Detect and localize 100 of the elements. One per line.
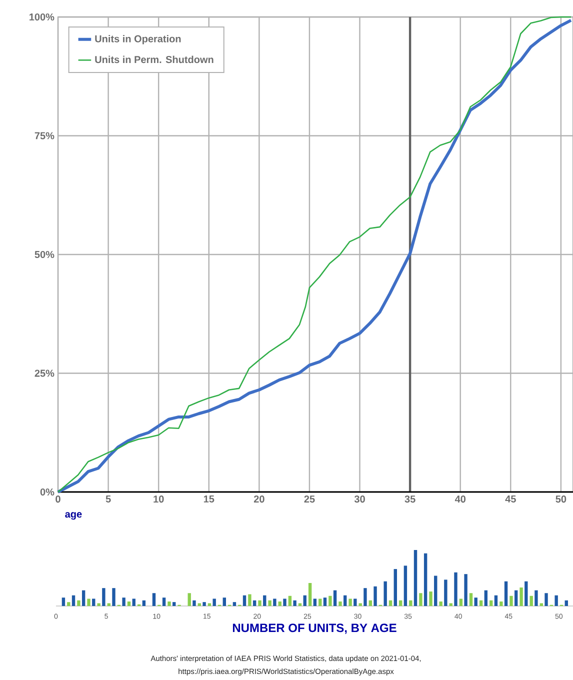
y-tick-label: 75%: [34, 132, 54, 140]
legend-label: Units in Perm. Shutdown: [95, 56, 214, 64]
bar: [188, 593, 191, 606]
bar: [464, 574, 468, 606]
bar: [308, 583, 312, 606]
bar: [540, 603, 544, 606]
bar: [168, 602, 171, 606]
bar: [318, 598, 322, 606]
bar: [288, 596, 292, 606]
bar: [388, 600, 392, 606]
bar: [323, 598, 327, 606]
bar: [474, 598, 478, 606]
bar: [222, 598, 226, 606]
bar: [87, 598, 90, 606]
bar: [404, 566, 408, 606]
bar: [112, 588, 116, 606]
x-tick-label: 50: [556, 496, 566, 503]
x-tick-label: 10: [154, 496, 164, 503]
x-tick-label: 30: [354, 496, 365, 503]
x-tick-label: 5: [106, 496, 111, 503]
bar: [424, 553, 428, 606]
bar: [192, 600, 196, 606]
legend-label: Units in Operation: [95, 34, 181, 44]
bar: [343, 595, 347, 606]
x-axis-title: NUMBER OF UNITS, BY AGE: [232, 624, 396, 634]
bar: [77, 600, 80, 606]
bar: [208, 603, 212, 606]
bar: [564, 600, 568, 606]
bar: [293, 600, 296, 606]
bar: [263, 595, 266, 606]
bar: [459, 598, 463, 606]
bar: [248, 594, 252, 606]
y-tick-label: 25%: [34, 370, 54, 377]
bar: [303, 595, 306, 606]
bar: [524, 581, 528, 606]
y-tick-label: 100%: [30, 13, 54, 21]
bar: [122, 598, 126, 606]
bar: [92, 598, 96, 606]
bar: [338, 602, 342, 606]
bar: [273, 598, 276, 606]
bar: [504, 581, 508, 606]
bar: [484, 590, 488, 606]
bar: [142, 600, 146, 606]
bar: [313, 598, 317, 606]
bar: [534, 590, 538, 606]
bar: [152, 593, 156, 606]
bar: [510, 596, 513, 606]
x-tick-label: 20: [254, 496, 264, 503]
bar: [429, 591, 432, 606]
bar: [107, 603, 110, 606]
bar: [212, 598, 216, 606]
x-tick-label: 25: [304, 496, 315, 503]
bar: [494, 595, 498, 606]
bar: [454, 572, 458, 606]
bar: [268, 600, 272, 606]
bar: [490, 600, 493, 606]
bar: [102, 588, 106, 606]
bar: [444, 580, 448, 606]
bar: [258, 600, 262, 606]
bar: [419, 593, 422, 606]
bar: [62, 598, 66, 606]
bar: [374, 586, 377, 606]
bar: [530, 596, 533, 606]
bar: [278, 602, 282, 606]
bar: [544, 593, 548, 606]
bar: [434, 576, 438, 606]
bar: [202, 602, 206, 606]
bar: [554, 595, 558, 606]
y-tick-label: 50%: [34, 250, 54, 258]
x-tick-label: 15: [204, 496, 214, 503]
bar: [364, 588, 367, 606]
bar: [414, 550, 418, 606]
bar: [198, 603, 202, 606]
bar: [82, 590, 86, 606]
bar: [398, 600, 402, 606]
bar: [479, 600, 483, 606]
bar: [298, 603, 302, 606]
bar: [348, 598, 352, 606]
bar: [232, 602, 236, 606]
bar: [172, 602, 176, 606]
bar: [500, 602, 503, 606]
bar: [514, 590, 518, 606]
bar: [283, 598, 286, 606]
bar: [127, 602, 131, 606]
bar: [469, 593, 473, 606]
y-tick-label: 0%: [40, 488, 54, 496]
bar: [252, 600, 256, 606]
bar: [368, 600, 372, 606]
bar: [354, 598, 357, 606]
bar: [132, 598, 136, 606]
bar: [72, 595, 76, 606]
x-tick-label: 40: [454, 496, 466, 503]
bar: [67, 602, 70, 606]
x-axis-title: age: [65, 512, 82, 520]
bar: [409, 600, 412, 606]
bar: [439, 602, 442, 606]
bar: [358, 603, 362, 606]
bar: [520, 588, 523, 606]
bar: [394, 569, 397, 606]
x-tick-label: 35: [404, 496, 416, 503]
